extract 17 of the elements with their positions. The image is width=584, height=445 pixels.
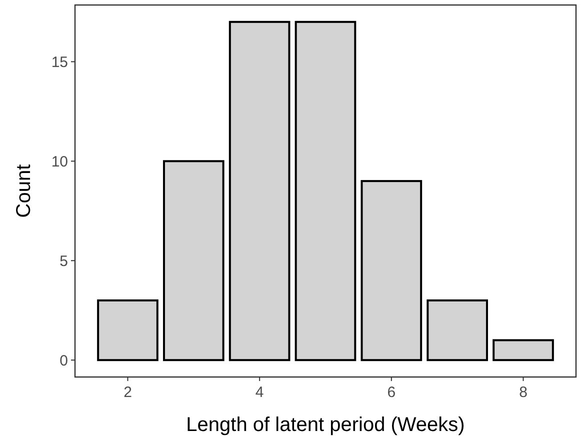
y-tick-label: 10 <box>51 153 68 170</box>
y-tick-label: 15 <box>51 54 68 71</box>
x-axis-title: Length of latent period (Weeks) <box>186 414 465 436</box>
bar <box>360 180 422 362</box>
bar <box>492 339 554 362</box>
bar <box>294 20 356 362</box>
y-axis-title: Count <box>13 164 35 218</box>
bar <box>162 160 224 362</box>
y-tick-label: 0 <box>60 352 68 370</box>
bar <box>97 299 158 362</box>
bar <box>228 20 290 362</box>
x-tick-label: 4 <box>255 384 264 401</box>
bar <box>426 299 488 362</box>
x-tick-label: 6 <box>387 384 396 401</box>
x-tick-label: 2 <box>124 384 132 401</box>
y-tick-label: 5 <box>60 252 68 270</box>
x-tick-label: 8 <box>519 384 528 401</box>
